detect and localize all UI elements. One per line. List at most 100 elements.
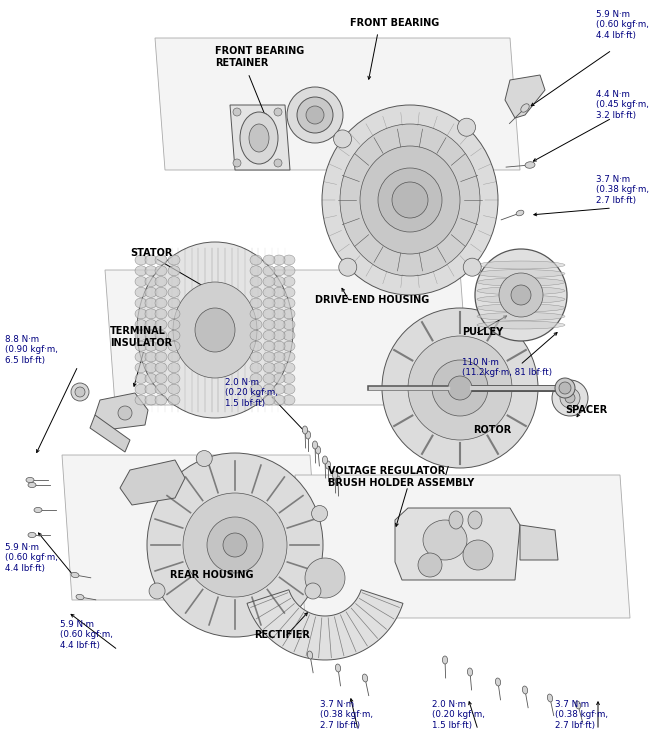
Ellipse shape	[233, 108, 241, 116]
Ellipse shape	[263, 352, 275, 362]
Ellipse shape	[168, 320, 180, 330]
Polygon shape	[505, 75, 545, 118]
Polygon shape	[62, 455, 320, 600]
Ellipse shape	[273, 298, 285, 308]
Ellipse shape	[313, 441, 318, 449]
Ellipse shape	[560, 388, 580, 408]
Ellipse shape	[155, 255, 167, 265]
Ellipse shape	[263, 298, 275, 308]
Ellipse shape	[147, 453, 323, 637]
Ellipse shape	[477, 261, 565, 269]
Ellipse shape	[283, 320, 295, 330]
Ellipse shape	[273, 255, 285, 265]
Ellipse shape	[283, 255, 295, 265]
Ellipse shape	[155, 352, 167, 362]
Ellipse shape	[118, 406, 132, 420]
Ellipse shape	[263, 309, 275, 319]
Polygon shape	[105, 270, 470, 405]
Ellipse shape	[145, 363, 157, 373]
Ellipse shape	[467, 668, 472, 676]
Ellipse shape	[273, 266, 285, 276]
Ellipse shape	[565, 393, 575, 403]
Ellipse shape	[145, 298, 157, 308]
Ellipse shape	[273, 341, 285, 351]
Ellipse shape	[183, 493, 287, 597]
Ellipse shape	[155, 373, 167, 383]
Ellipse shape	[145, 255, 157, 265]
Text: VOLTAGE REGULATOR/
BRUSH HOLDER ASSEMBLY: VOLTAGE REGULATOR/ BRUSH HOLDER ASSEMBLY	[328, 466, 474, 488]
Ellipse shape	[418, 553, 442, 577]
Ellipse shape	[223, 533, 247, 557]
Polygon shape	[230, 105, 290, 170]
Ellipse shape	[76, 594, 84, 600]
Ellipse shape	[307, 651, 313, 659]
Ellipse shape	[555, 378, 575, 398]
Ellipse shape	[273, 309, 285, 319]
Ellipse shape	[250, 266, 262, 276]
Polygon shape	[520, 525, 558, 560]
Text: 3.7 N·m
(0.38 kgf·m,
2.7 lbf·ft): 3.7 N·m (0.38 kgf·m, 2.7 lbf·ft)	[596, 175, 649, 205]
Text: RECTIFIER: RECTIFIER	[254, 630, 310, 640]
Ellipse shape	[273, 373, 285, 383]
Ellipse shape	[263, 277, 275, 287]
Ellipse shape	[315, 446, 320, 454]
Text: 5.9 N·m
(0.60 kgf·m,
4.4 lbf·ft): 5.9 N·m (0.60 kgf·m, 4.4 lbf·ft)	[596, 10, 649, 40]
Ellipse shape	[382, 308, 538, 468]
Ellipse shape	[442, 656, 447, 664]
Text: REAR HOUSING: REAR HOUSING	[170, 570, 253, 580]
Ellipse shape	[312, 506, 328, 522]
Ellipse shape	[250, 352, 262, 362]
Ellipse shape	[516, 210, 524, 215]
Ellipse shape	[263, 373, 275, 383]
Ellipse shape	[322, 105, 498, 295]
Ellipse shape	[477, 287, 565, 295]
Ellipse shape	[250, 330, 262, 340]
Ellipse shape	[297, 97, 333, 133]
Ellipse shape	[273, 384, 285, 394]
Ellipse shape	[477, 312, 565, 321]
Ellipse shape	[145, 395, 157, 405]
Ellipse shape	[283, 287, 295, 297]
Text: FRONT BEARING: FRONT BEARING	[350, 18, 440, 28]
Text: SPACER: SPACER	[565, 405, 607, 415]
Ellipse shape	[457, 118, 476, 136]
Ellipse shape	[250, 384, 262, 394]
Ellipse shape	[155, 330, 167, 340]
Ellipse shape	[378, 168, 442, 232]
Ellipse shape	[28, 532, 36, 538]
Ellipse shape	[145, 320, 157, 330]
Ellipse shape	[522, 686, 528, 694]
Text: 110 N·m
(11.2kgf·m, 81 lbf·ft): 110 N·m (11.2kgf·m, 81 lbf·ft)	[462, 358, 552, 377]
Ellipse shape	[468, 511, 482, 529]
Ellipse shape	[155, 341, 167, 351]
Ellipse shape	[168, 277, 180, 287]
Ellipse shape	[250, 298, 262, 308]
Ellipse shape	[392, 182, 428, 218]
Ellipse shape	[145, 287, 157, 297]
Ellipse shape	[75, 387, 85, 397]
Ellipse shape	[575, 701, 581, 709]
Polygon shape	[90, 415, 130, 452]
Ellipse shape	[168, 373, 180, 383]
Ellipse shape	[283, 277, 295, 287]
Ellipse shape	[305, 583, 321, 599]
Ellipse shape	[463, 259, 481, 276]
Ellipse shape	[135, 266, 147, 276]
Ellipse shape	[145, 373, 157, 383]
Ellipse shape	[240, 112, 278, 164]
Ellipse shape	[287, 87, 343, 143]
Ellipse shape	[207, 517, 263, 573]
Ellipse shape	[168, 352, 180, 362]
Ellipse shape	[155, 363, 167, 373]
Ellipse shape	[263, 395, 275, 405]
Ellipse shape	[250, 341, 262, 351]
Text: ROTOR: ROTOR	[473, 425, 511, 435]
Ellipse shape	[263, 320, 275, 330]
Ellipse shape	[173, 282, 257, 378]
Ellipse shape	[525, 162, 535, 169]
Polygon shape	[155, 38, 520, 170]
Ellipse shape	[135, 352, 147, 362]
Ellipse shape	[326, 461, 330, 469]
Ellipse shape	[135, 320, 147, 330]
Ellipse shape	[273, 363, 285, 373]
